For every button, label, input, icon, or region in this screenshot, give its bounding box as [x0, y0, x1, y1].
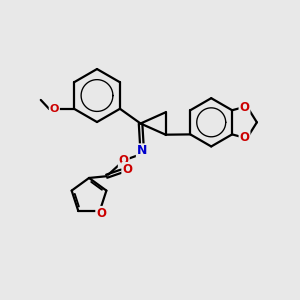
Text: O: O — [239, 101, 250, 114]
Text: N: N — [137, 144, 147, 158]
Text: O: O — [122, 163, 132, 176]
Text: O: O — [239, 131, 250, 144]
Text: O: O — [119, 154, 129, 167]
Text: O: O — [50, 104, 59, 114]
Text: O: O — [96, 207, 106, 220]
